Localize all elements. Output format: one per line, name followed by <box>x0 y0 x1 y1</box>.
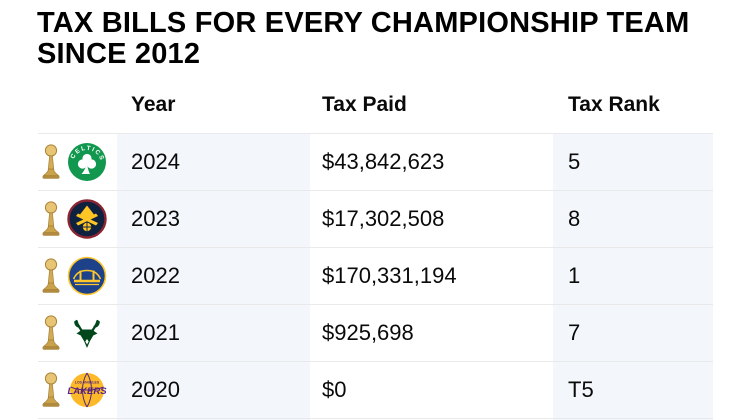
table-row: CELTICS 2024 $43,842,623 5 <box>38 133 713 190</box>
page-title: TAX BILLS FOR EVERY CHAMPIONSHIP TEAM SI… <box>37 8 727 70</box>
lakers-logo-icon: LAKERS LOS ANGELES <box>67 370 107 410</box>
tax-rank-cell: 8 <box>553 191 713 247</box>
tax-paid-cell: $925,698 <box>322 320 414 345</box>
bucks-logo-icon <box>67 313 107 353</box>
team-icons-cell <box>38 191 117 247</box>
celtics-logo-icon: CELTICS <box>67 142 107 182</box>
table-header-row: Year Tax Paid Tax Rank <box>38 88 713 133</box>
tax-rank-cell: T5 <box>553 362 713 418</box>
tax-rank-cell: 5 <box>553 134 713 190</box>
championship-trophy-icon <box>38 315 64 351</box>
table-row: 2022 $170,331,194 1 <box>38 247 713 304</box>
year-cell: 2020 <box>117 362 310 418</box>
tax-paid-cell: $0 <box>322 377 347 402</box>
svg-text:LOS ANGELES: LOS ANGELES <box>75 381 100 385</box>
tax-paid-cell: $43,842,623 <box>322 149 445 174</box>
warriors-logo-icon <box>67 256 107 296</box>
team-icons-cell: CELTICS <box>38 134 117 190</box>
table-row: 2023 $17,302,508 8 <box>38 190 713 247</box>
team-icons-cell <box>38 305 117 361</box>
lakers-logo-text: LAKERS <box>67 386 107 397</box>
championship-trophy-icon <box>38 372 64 408</box>
year-cell: 2023 <box>117 191 310 247</box>
tax-table: Year Tax Paid Tax Rank <box>38 88 713 420</box>
header-year: Year <box>131 93 176 116</box>
team-icons-cell <box>38 248 117 304</box>
championship-trophy-icon <box>38 144 64 180</box>
team-icons-cell: LAKERS LOS ANGELES <box>38 362 117 418</box>
tax-paid-cell: $17,302,508 <box>322 206 445 231</box>
year-cell: 2021 <box>117 305 310 361</box>
table-row: LAKERS LOS ANGELES 2020 $0 T5 <box>38 361 713 418</box>
tax-paid-cell: $170,331,194 <box>322 263 457 288</box>
tax-rank-cell: 1 <box>553 248 713 304</box>
championship-trophy-icon <box>38 201 64 237</box>
header-icons-spacer <box>38 88 117 122</box>
header-tax-rank: Tax Rank <box>568 93 660 116</box>
page-title-line2: SINCE 2012 <box>37 38 201 70</box>
tax-rank-cell: 7 <box>553 305 713 361</box>
nuggets-logo-icon <box>67 199 107 239</box>
championship-trophy-icon <box>38 258 64 294</box>
year-cell: 2022 <box>117 248 310 304</box>
table-row: 2021 $925,698 7 <box>38 304 713 361</box>
header-tax-paid: Tax Paid <box>322 93 407 116</box>
year-cell: 2024 <box>117 134 310 190</box>
page-title-line1: TAX BILLS FOR EVERY CHAMPIONSHIP TEAM <box>37 7 690 39</box>
